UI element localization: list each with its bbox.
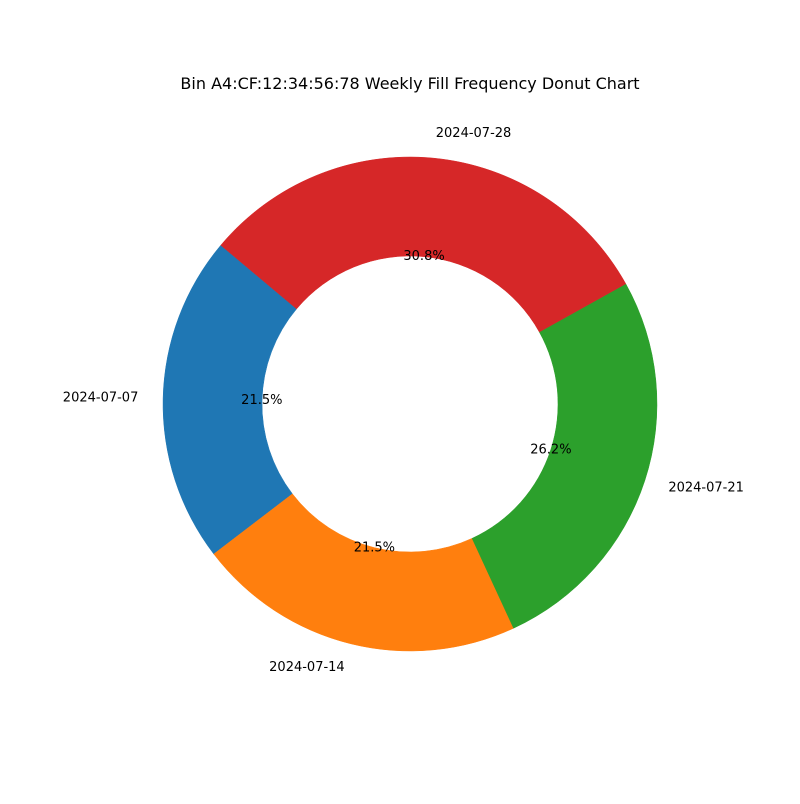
category-label-2024-07-14: 2024-07-14 (269, 660, 345, 675)
donut-labels: 2024-07-07 21.5% 2024-07-14 21.5% 2024-07-21… (63, 126, 744, 675)
donut-wedges (162, 156, 658, 652)
percent-label-2024-07-21: 26.2% (530, 442, 571, 457)
category-label-2024-07-21: 2024-07-21 (668, 481, 744, 496)
category-label-2024-07-07: 2024-07-07 (63, 390, 139, 405)
percent-label-2024-07-28: 30.8% (403, 249, 444, 264)
donut-wedge-2024-07-14 (213, 493, 514, 652)
donut-wedge-2024-07-21 (471, 283, 658, 629)
category-label-2024-07-28: 2024-07-28 (436, 126, 512, 141)
percent-label-2024-07-14: 21.5% (354, 540, 395, 555)
donut-wedge-2024-07-28 (220, 156, 627, 333)
donut-wedge-2024-07-07 (162, 244, 297, 555)
percent-label-2024-07-07: 21.5% (241, 393, 282, 408)
chart-title: Bin A4:CF:12:34:56:78 Weekly Fill Freque… (180, 74, 639, 93)
